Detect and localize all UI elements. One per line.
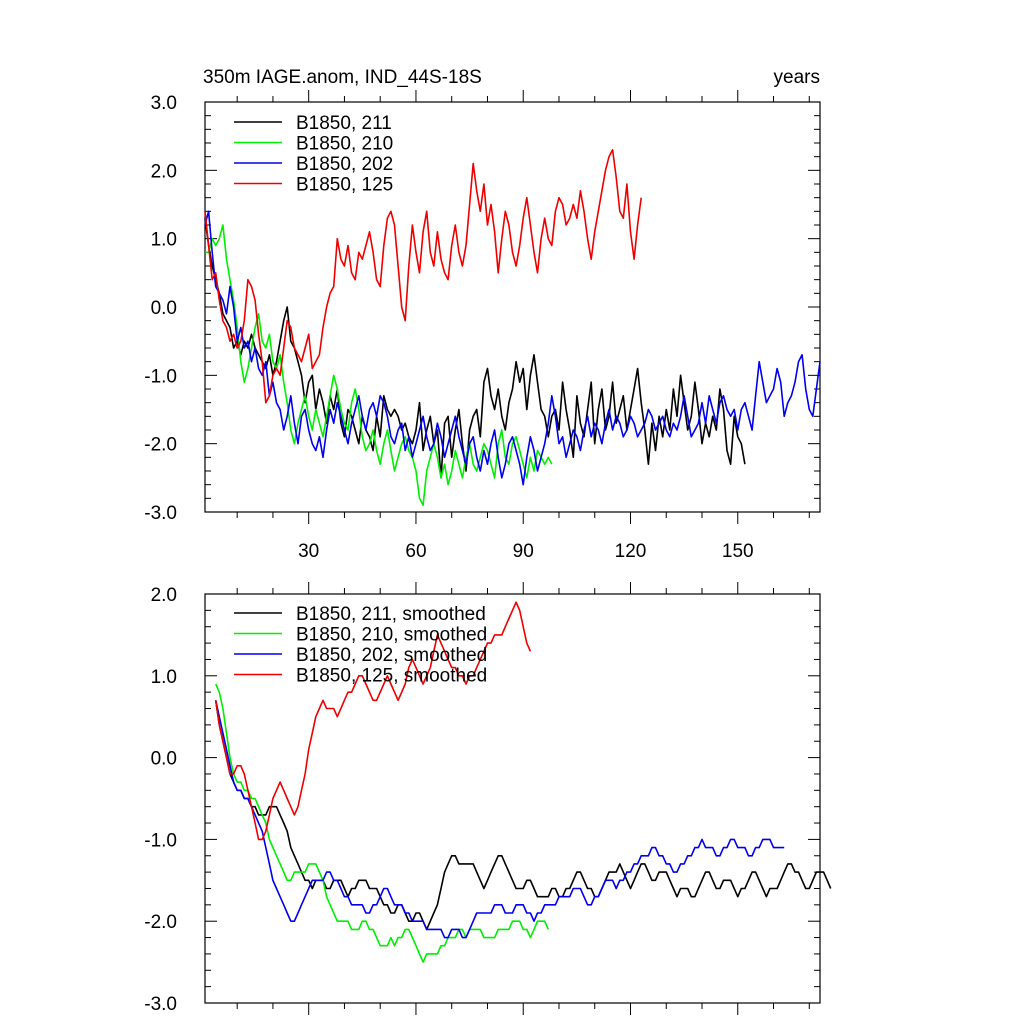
legend-label: B1850, 125, smoothed bbox=[296, 666, 487, 687]
units-label: years bbox=[774, 67, 820, 88]
legend-label: B1850, 211, smoothed bbox=[296, 604, 486, 625]
y-tick-label: -3.0 bbox=[144, 994, 177, 1015]
series-line-4 bbox=[204, 149, 642, 404]
series-line-3 bbox=[214, 700, 785, 939]
y-tick-label: 0.0 bbox=[151, 298, 177, 319]
legend-label: B1850, 211 bbox=[296, 113, 392, 134]
legend-label: B1850, 210 bbox=[296, 134, 393, 155]
legend-label: B1850, 202, smoothed bbox=[296, 645, 487, 666]
legend-label: B1850, 202 bbox=[296, 154, 393, 175]
y-tick-label: -3.0 bbox=[144, 503, 177, 524]
y-tick-label: 2.0 bbox=[151, 161, 177, 182]
bottom-panel: -3.0 -2.0 -1.0 0.0 1.0 2.0 B1850, 211, smoothe… bbox=[144, 582, 832, 1015]
x-tick-label: 30 bbox=[298, 541, 319, 562]
chart-title: 350m IAGE.anom, IND_44S-18S bbox=[203, 67, 482, 88]
y-tick-label: 0.0 bbox=[151, 749, 177, 770]
series-line-1 bbox=[204, 218, 746, 479]
series-line-1 bbox=[214, 700, 832, 931]
series-line-4 bbox=[214, 601, 532, 841]
plot-frame bbox=[204, 593, 821, 1004]
y-tick-label: -2.0 bbox=[144, 435, 177, 456]
series-line-3 bbox=[204, 210, 821, 486]
y-tick-label: -1.0 bbox=[144, 830, 177, 851]
y-tick-label: 3.0 bbox=[151, 93, 177, 114]
x-tick-label: 120 bbox=[615, 541, 647, 562]
x-tick-label: 60 bbox=[405, 541, 426, 562]
y-tick-label: 1.0 bbox=[151, 667, 177, 688]
x-tick-label: 150 bbox=[722, 541, 754, 562]
y-tick-label: 1.0 bbox=[151, 230, 177, 251]
y-tick-label: -2.0 bbox=[144, 912, 177, 933]
series-line-2 bbox=[214, 683, 550, 963]
y-tick-label: 2.0 bbox=[151, 585, 177, 606]
legend-label: B1850, 125 bbox=[296, 175, 393, 196]
x-tick-label: 90 bbox=[513, 541, 534, 562]
y-tick-label: -1.0 bbox=[144, 366, 177, 387]
top-panel: -3.0 -2.0 -1.0 0.0 1.0 2.0 3.0 30 60 90 120 150 B185… bbox=[144, 90, 821, 562]
series-line-2 bbox=[205, 224, 553, 507]
legend-label: B1850, 210, smoothed bbox=[296, 625, 487, 646]
